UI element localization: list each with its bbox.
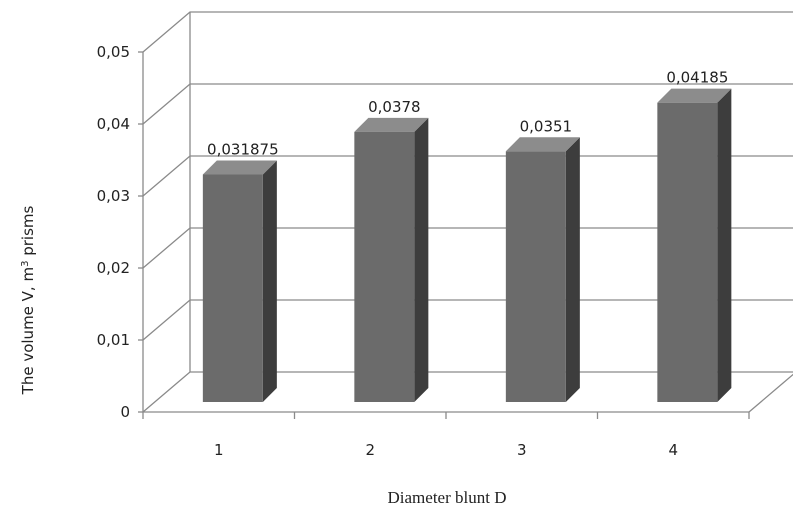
bar (505, 137, 580, 402)
x-tick-label: 3 (517, 441, 527, 459)
gridline (142, 155, 793, 197)
data-labels: 0,031875 0,0378 0,0351 0,04185 (207, 69, 728, 159)
data-label: 0,0378 (368, 98, 421, 116)
bar-top (354, 117, 429, 132)
gridline (142, 227, 793, 269)
gridline (142, 11, 793, 53)
x-tick-label: 1 (214, 441, 224, 459)
gridline (142, 83, 793, 125)
y-tick-label: 0,03 (97, 187, 130, 205)
y-axis-title-suffix: prisms (19, 205, 37, 260)
y-tick-labels: 0 0,01 0,02 0,03 0,04 0,05 (97, 43, 130, 421)
bar (354, 117, 429, 402)
y-axis-title-superscript: 3 (20, 261, 31, 267)
y-tick-label: 0,04 (97, 115, 130, 133)
bar-front (202, 174, 263, 402)
y-tick-label: 0 (120, 403, 130, 421)
y-tick-label: 0,02 (97, 259, 130, 277)
x-tick-label: 2 (365, 441, 375, 459)
bar-front (657, 102, 718, 403)
gridline (142, 371, 793, 413)
bar-front (505, 151, 566, 402)
bars (202, 88, 732, 403)
bar-side (717, 88, 732, 403)
bar (202, 160, 277, 402)
bar-side (262, 160, 277, 402)
floor-right-edge (748, 373, 793, 413)
x-axis-title: Diameter blunt D (388, 488, 507, 507)
bar-top (202, 160, 277, 175)
data-label: 0,031875 (207, 141, 279, 159)
bar-front (354, 131, 415, 402)
bar-side (565, 137, 580, 402)
x-tick-labels: 1 2 3 4 (214, 441, 678, 459)
gridlines (138, 11, 793, 419)
x-tick-label: 4 (668, 441, 678, 459)
y-tick-label: 0,05 (97, 43, 130, 61)
gridline (142, 299, 793, 341)
data-label: 0,04185 (666, 69, 728, 87)
bar-top (505, 137, 580, 152)
data-label: 0,0351 (520, 117, 573, 135)
bar-side (414, 117, 429, 402)
y-axis-title: The volume V, m3 prisms (19, 205, 37, 395)
y-axis-title-main: The volume V, m (19, 267, 37, 395)
bar-top (657, 88, 732, 103)
y-tick-label: 0,01 (97, 331, 130, 349)
bar (657, 88, 732, 403)
